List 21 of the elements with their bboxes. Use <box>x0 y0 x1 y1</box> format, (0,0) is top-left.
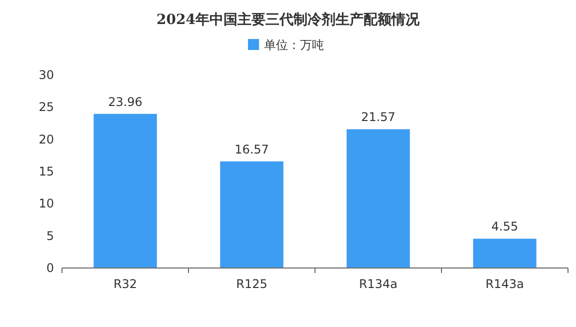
x-tick-label: R134a <box>358 277 398 291</box>
bar <box>346 129 410 268</box>
legend-label: 单位：万吨 <box>264 38 324 52</box>
y-tick-label: 25 <box>38 100 54 114</box>
data-label: 16.57 <box>234 142 269 156</box>
y-tick-label: 20 <box>38 132 54 146</box>
y-tick-label: 0 <box>46 261 54 275</box>
y-tick-label: 15 <box>38 164 54 178</box>
y-tick-label: 30 <box>38 68 54 82</box>
data-label: 23.96 <box>108 94 142 109</box>
bar <box>94 114 157 268</box>
y-tick-label: 5 <box>46 228 54 243</box>
chart-title: 2024年中国主要三代制冷剂生产配额情况 <box>156 11 420 28</box>
y-tick-label: 10 <box>38 196 54 211</box>
data-label: 4.55 <box>491 220 518 234</box>
x-tick-label: R32 <box>113 277 138 291</box>
data-label: 21.57 <box>361 110 396 124</box>
bar <box>473 238 536 268</box>
x-tick-label: R125 <box>236 277 268 291</box>
x-tick-label: R143a <box>485 277 524 291</box>
bar <box>220 161 284 268</box>
